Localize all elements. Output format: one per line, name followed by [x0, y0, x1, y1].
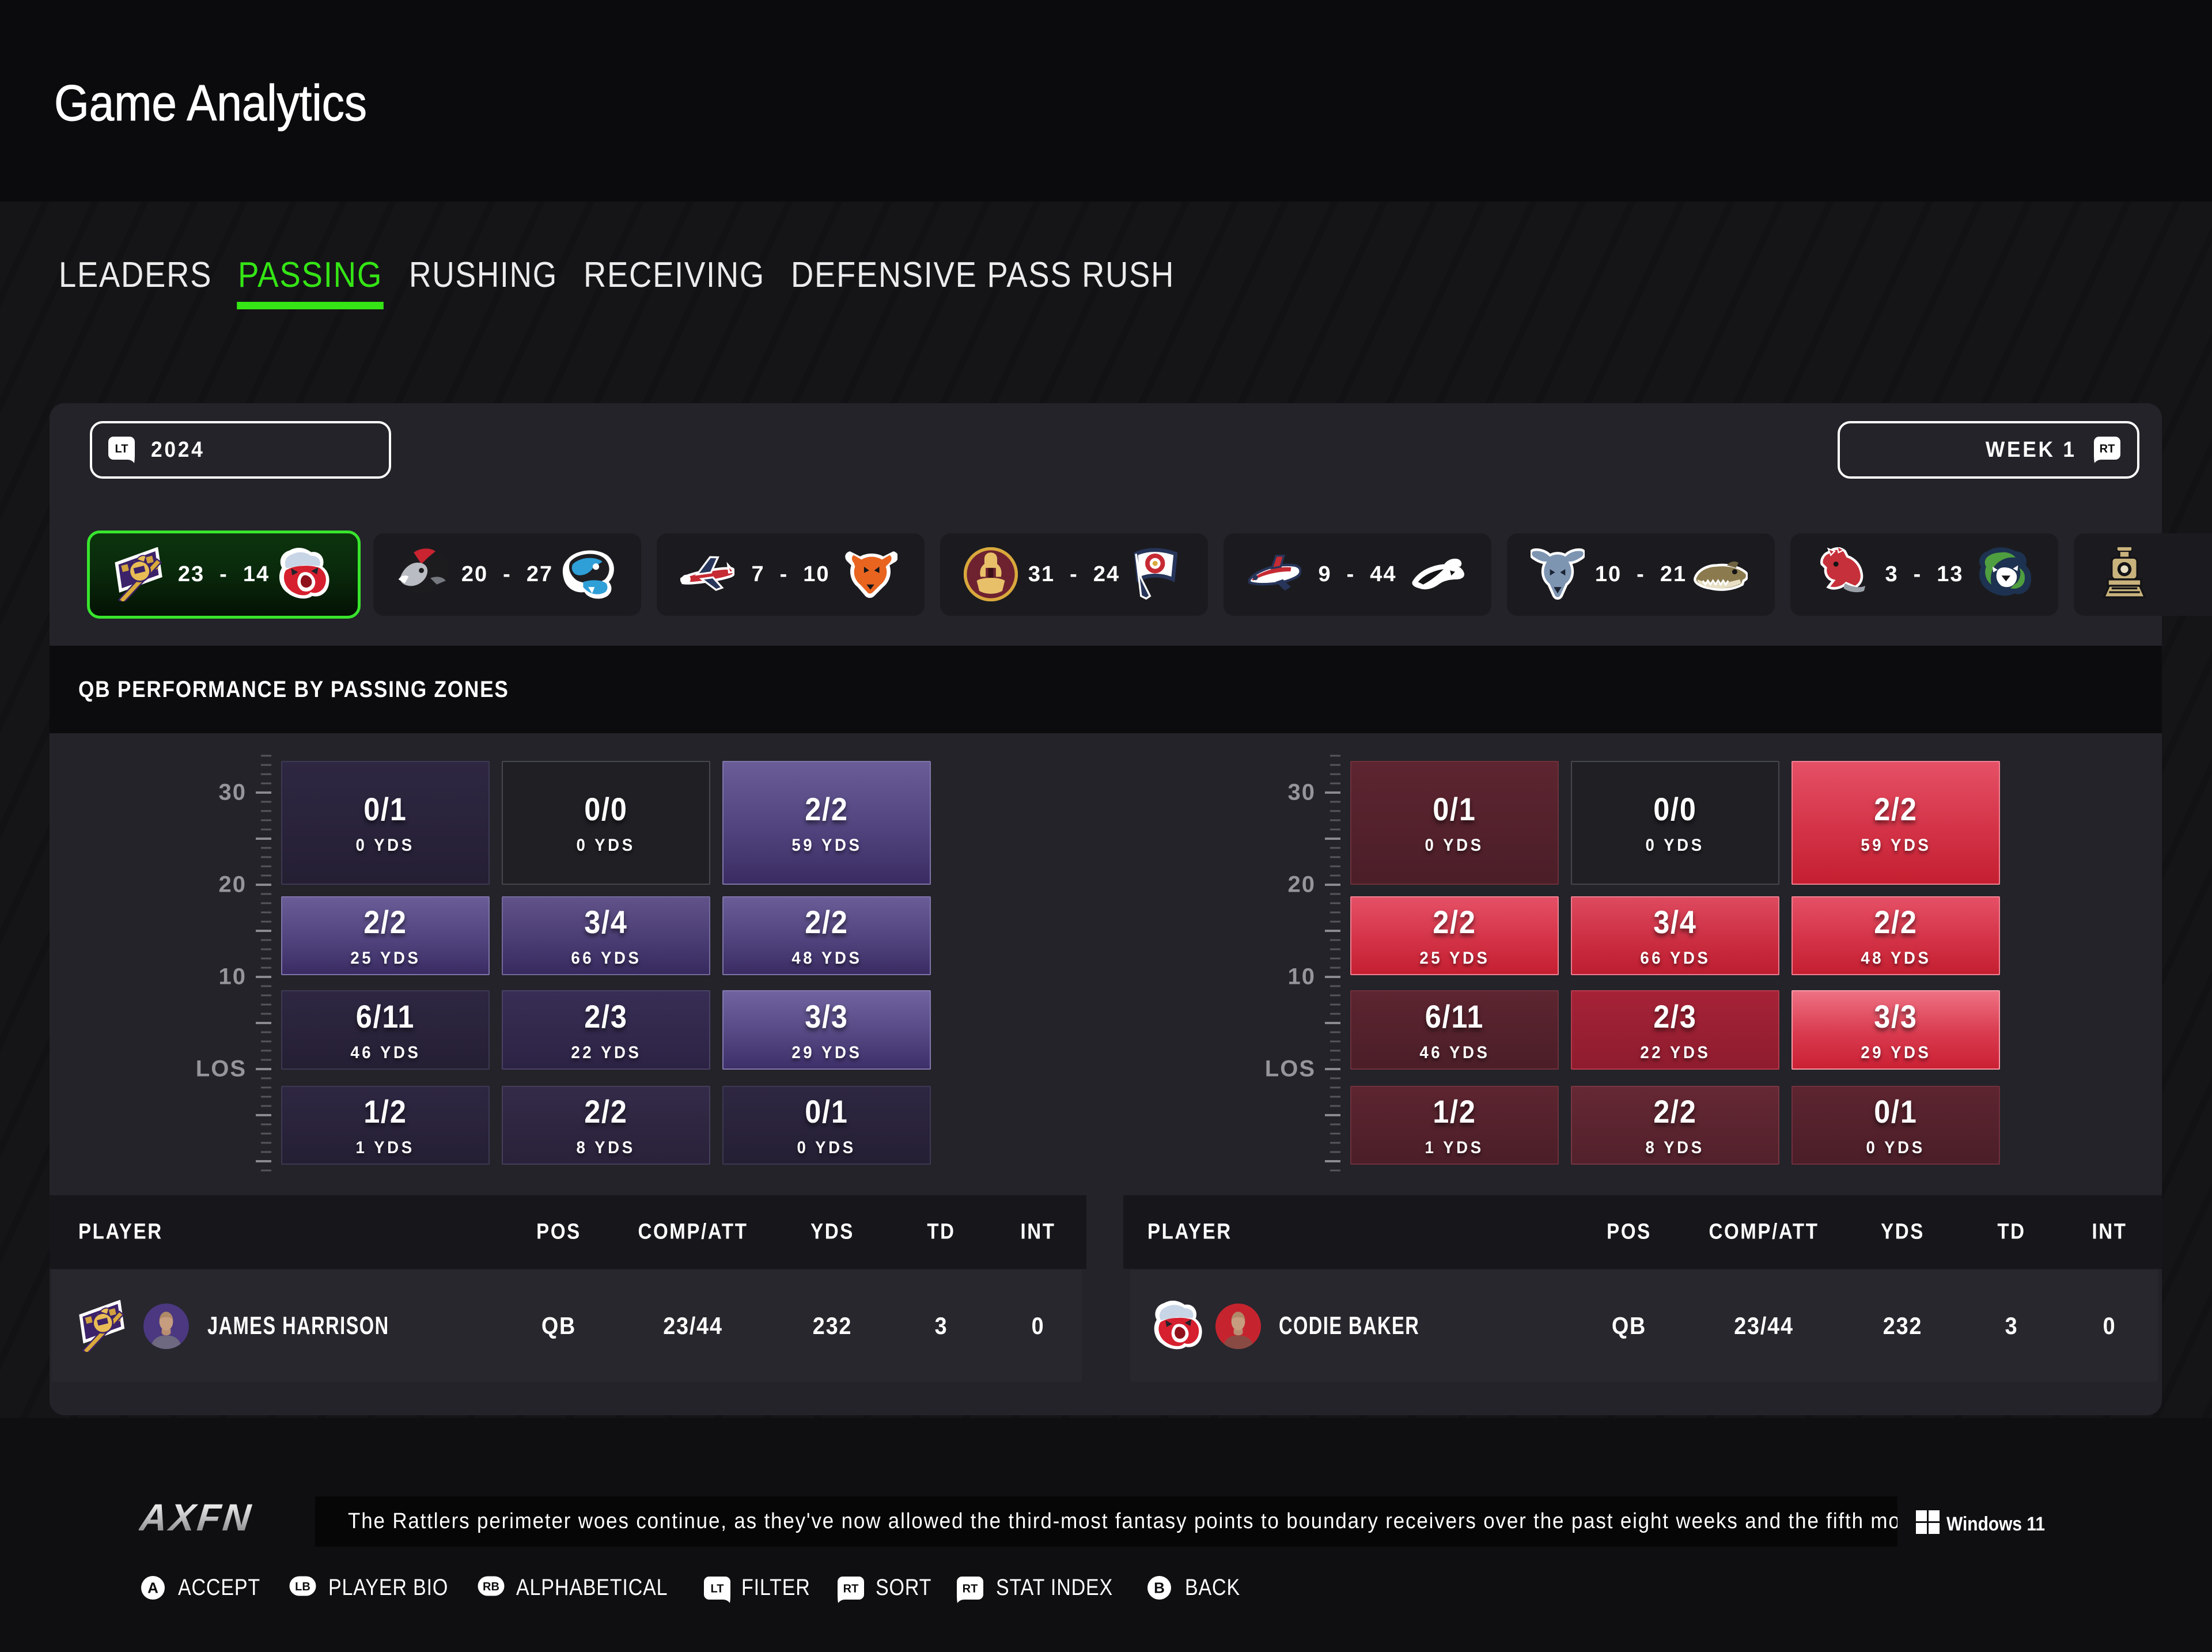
svg-text:B: B [1154, 1579, 1165, 1597]
svg-text:LT: LT [711, 1583, 724, 1596]
svg-text:LT: LT [115, 443, 128, 456]
svg-text:RB: RB [483, 1581, 499, 1593]
svg-text:RT: RT [963, 1583, 978, 1596]
svg-text:A: A [147, 1579, 158, 1597]
svg-text:RT: RT [2100, 443, 2115, 456]
svg-text:RT: RT [843, 1583, 859, 1596]
svg-text:LB: LB [295, 1581, 310, 1593]
